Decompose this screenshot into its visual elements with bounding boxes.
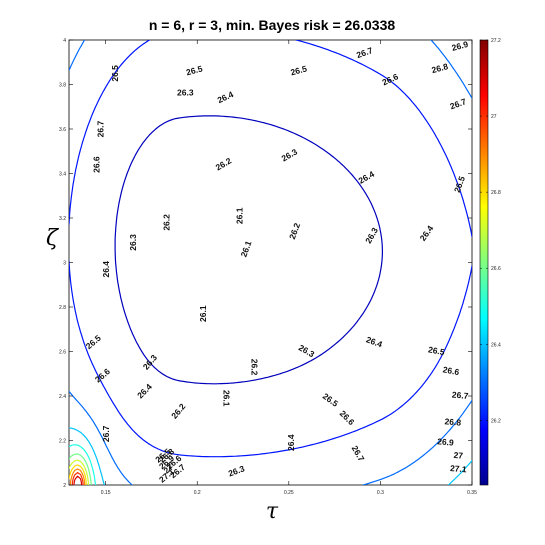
y-tick-label: 2.4 (59, 394, 66, 400)
plot-frame (68, 39, 473, 486)
contour-label: 26.9 (437, 436, 455, 447)
contour-label: 26.7 (451, 390, 469, 401)
y-axis-label: ζ (46, 226, 60, 251)
y-tick-label: 3.4 (59, 172, 66, 178)
y-tick-label: 3 (63, 261, 66, 267)
contour-line (69, 40, 472, 458)
y-tick-label: 3.2 (59, 216, 66, 222)
contour-label: 26.4 (286, 434, 296, 451)
colorbar-gradient (479, 39, 489, 486)
y-axis-ticks: 2 2.2 2.4 2.6 2.8 3 3.2 3.4 3.6 3.8 4 (59, 38, 472, 489)
colorbar-tick-label: 27 (491, 114, 497, 120)
contour-label: 26.2 (249, 359, 259, 376)
y-tick-label: 2.8 (59, 305, 66, 311)
y-tick-label: 2 (63, 483, 66, 489)
colorbar-tick-label: 26.6 (491, 266, 501, 272)
contour-lines (69, 40, 472, 485)
contour-line (69, 464, 87, 485)
contour-label: 26.8 (430, 61, 449, 75)
y-tick-label: 2.2 (59, 439, 66, 445)
contour-label: 26.5 (427, 344, 445, 357)
contour-line (69, 453, 92, 485)
contour-label: 26.7 (95, 121, 105, 138)
contour-label: 26.3 (177, 88, 194, 98)
contour-line (73, 475, 83, 485)
y-tick-label: 3.8 (59, 83, 66, 89)
contour-line (69, 468, 86, 485)
plot-area: 26.126.126.126.126.226.2 26.226.226.226.3… (68, 39, 473, 486)
contour-label: 26.6 (442, 364, 460, 377)
contour-line (69, 40, 472, 485)
contour-label: 26.3 (128, 234, 138, 251)
x-tick-label: 0.2 (194, 490, 201, 496)
contour-label: 26.6 (92, 156, 102, 173)
contour-label: 27.1 (450, 463, 468, 474)
colorbar: 26.2 26.4 26.6 26.8 27 27.2 (479, 38, 501, 486)
x-tick-label: 0.3 (377, 490, 384, 496)
contour-line (69, 459, 90, 485)
colorbar-tick-label: 27.2 (491, 38, 501, 44)
x-tick-label: 0.15 (101, 490, 111, 496)
contour-label: 26.5 (289, 63, 308, 77)
contour-line (69, 444, 97, 485)
contour-label: 26.4 (101, 261, 111, 278)
contour-label: 26.9 (451, 39, 470, 53)
x-tick-label: 0.35 (467, 490, 477, 496)
y-tick-label: 2.6 (59, 350, 66, 356)
x-tick-label: 0.25 (284, 490, 294, 496)
colorbar-tick-label: 26.8 (491, 190, 501, 196)
colorbar-ticks: 26.2 26.4 26.6 26.8 27 27.2 (480, 38, 501, 424)
y-tick-label: 4 (63, 38, 66, 44)
contour-label: 26.5 (185, 63, 204, 77)
contour-label: 27 (453, 450, 464, 461)
colorbar-tick-label: 26.4 (491, 342, 501, 348)
contour-label: 26.2 (161, 214, 171, 231)
colorbar-tick-label: 26.2 (491, 418, 501, 424)
contour-label: 26.7 (101, 425, 111, 442)
chart-title: n = 6, r = 3, min. Bayes risk = 26.0338 (149, 17, 396, 33)
contour-label: 26.8 (444, 416, 462, 427)
contour-line (69, 427, 472, 485)
contour-line (71, 472, 84, 485)
contour-label: 26.1 (198, 305, 208, 322)
contour-label: 26.1 (235, 207, 245, 224)
contour-label: 26.1 (221, 390, 231, 407)
y-tick-label: 3.6 (59, 127, 66, 133)
x-axis-label: τ (266, 499, 279, 524)
contour-label: 26.5 (110, 65, 120, 82)
contour-line (114, 115, 383, 385)
x-axis-ticks: 0.15 0.2 0.25 0.3 0.35 (101, 40, 477, 496)
